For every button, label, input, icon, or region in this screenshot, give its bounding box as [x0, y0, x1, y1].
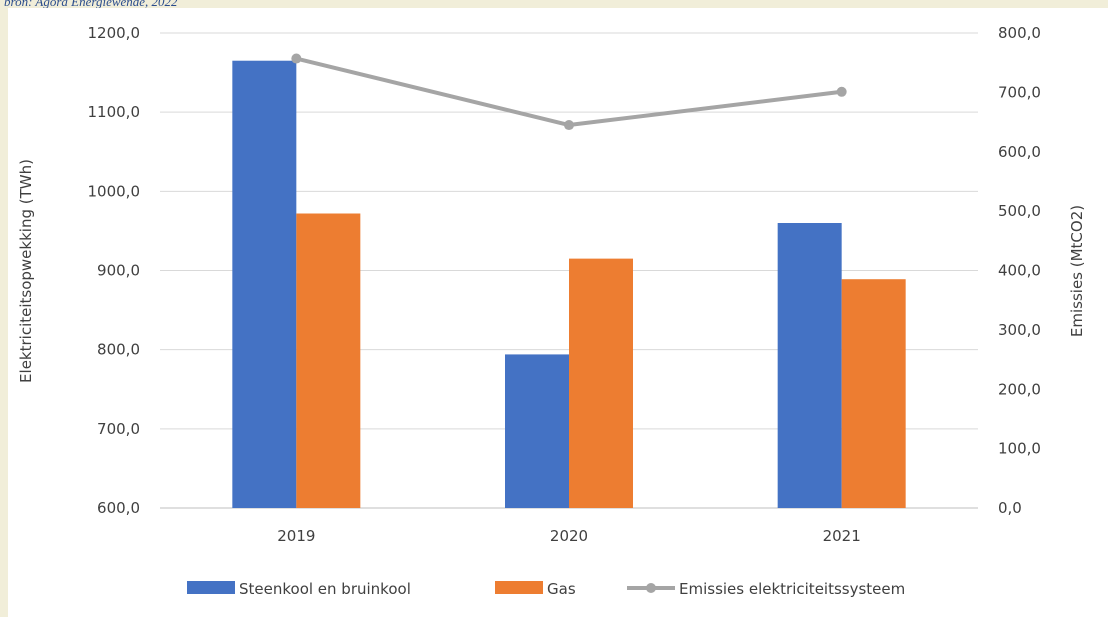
y-left-tick-label: 700,0 — [97, 420, 140, 438]
bar-steenkool-2019 — [232, 60, 297, 508]
bar-gas-2019 — [296, 213, 361, 508]
legend-label-steenkool: Steenkool en bruinkool — [239, 580, 411, 598]
y-left-tick-label: 1200,0 — [88, 24, 141, 42]
y-right-tick-label: 100,0 — [998, 440, 1041, 458]
chart-panel — [8, 8, 1108, 617]
y-right-axis-title: Emissies (MtCO2) — [1068, 205, 1086, 337]
chart-caption: bron: Agora Energiewende, 2022 — [4, 0, 178, 9]
y-left-tick-label: 600,0 — [97, 499, 140, 517]
bar-gas-2020 — [569, 258, 633, 508]
x-tick-label: 2019 — [277, 527, 315, 545]
y-right-tick-label: 800,0 — [998, 24, 1041, 42]
bar-gas-2021 — [841, 279, 906, 508]
bar-steenkool-2021 — [777, 223, 842, 508]
y-right-tick-label: 0,0 — [998, 499, 1022, 517]
y-left-tick-label: 900,0 — [97, 262, 140, 280]
legend-marker-emissies — [646, 583, 656, 593]
x-tick-label: 2021 — [823, 527, 861, 545]
x-tick-label: 2020 — [550, 527, 588, 545]
y-right-tick-label: 600,0 — [998, 143, 1041, 161]
legend-label-emissies: Emissies elektriciteitssysteem — [679, 580, 905, 598]
emissions-line — [295, 56, 842, 128]
y-right-tick-label: 400,0 — [998, 262, 1041, 280]
legend-swatch-gas — [495, 581, 543, 594]
emissions-point-2020 — [564, 120, 574, 131]
y-left-axis-title: Elektriciteitsopwekking (TWh) — [17, 159, 35, 383]
y-left-tick-label: 1000,0 — [88, 182, 141, 200]
y-right-tick-label: 200,0 — [998, 380, 1041, 398]
emissions-point-2019 — [291, 53, 302, 64]
y-right-tick-label: 700,0 — [998, 83, 1041, 101]
legend-label-gas: Gas — [547, 580, 576, 598]
legend-swatch-steenkool — [187, 581, 235, 594]
bar-steenkool-2020 — [505, 354, 569, 508]
emissions-point-2021 — [836, 86, 847, 97]
y-left-tick-label: 1100,0 — [88, 103, 141, 121]
y-left-tick-label: 800,0 — [97, 341, 140, 359]
y-right-tick-label: 500,0 — [998, 202, 1041, 220]
y-right-tick-label: 300,0 — [998, 321, 1041, 339]
